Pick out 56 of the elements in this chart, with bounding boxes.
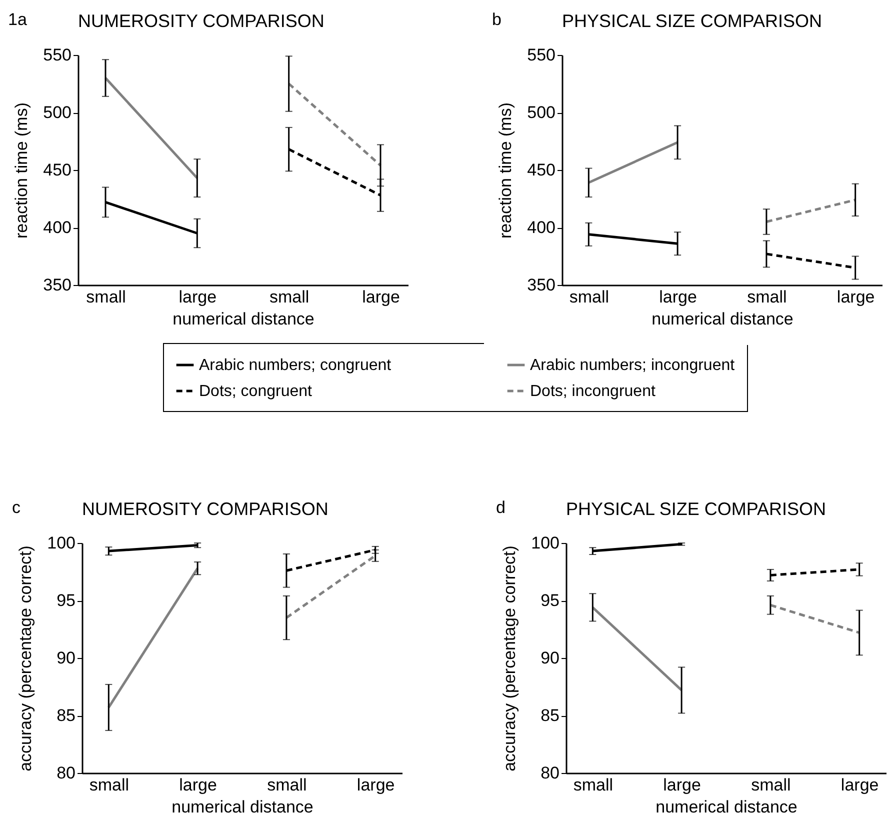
y-tick-label: 90 — [540, 648, 560, 668]
text: b — [492, 10, 502, 29]
x-tick-label: small — [573, 776, 614, 794]
legend-label: Dots; congruent — [199, 383, 313, 400]
y-tick-label: 550 — [527, 46, 556, 64]
x-tick-label: small — [569, 288, 610, 306]
y-tick-label: 95 — [540, 591, 560, 610]
y-tick-label: 500 — [527, 103, 556, 122]
y-tick-label: 400 — [43, 218, 72, 237]
text: 1a — [8, 10, 28, 29]
x-tick-label: large — [356, 776, 395, 794]
x-tick-label: large — [178, 288, 217, 306]
y-tick-label: 80 — [56, 764, 76, 782]
y-tick-label: 85 — [56, 706, 76, 725]
x-tick-label: small — [269, 288, 310, 306]
y-tick-label: 400 — [527, 218, 556, 237]
y-axis-title: accuracy (percentage correct) — [500, 546, 520, 772]
y-tick-label: 450 — [527, 160, 556, 180]
x-axis-title: numerical distance — [656, 798, 798, 816]
y-tick-label: 550 — [43, 46, 72, 64]
chart-title: PHYSICAL SIZE COMPARISON — [562, 11, 822, 31]
y-axis-title: accuracy (percentage correct) — [16, 546, 36, 772]
y-tick-label: 100 — [531, 534, 560, 552]
x-axis-title: numerical distance — [172, 798, 314, 816]
text: d — [496, 498, 506, 517]
chart-title: NUMEROSITY COMPARISON — [82, 499, 328, 519]
legend-label: Arabic numbers; congruent — [199, 357, 392, 374]
legend-label: Dots; incongruent — [530, 383, 656, 400]
y-tick-label: 90 — [56, 648, 76, 668]
x-tick-label: small — [89, 776, 130, 794]
x-tick-label: large — [179, 776, 217, 794]
legend-label: Arabic numbers; incongruent — [530, 357, 736, 374]
x-tick-label: small — [751, 776, 791, 794]
chart-title: PHYSICAL SIZE COMPARISON — [566, 499, 826, 519]
y-tick-label: 350 — [527, 276, 556, 294]
x-tick-label: large — [836, 288, 875, 306]
y-tick-label: 350 — [43, 276, 72, 294]
y-tick-label: 500 — [43, 103, 72, 122]
x-tick-label: small — [267, 776, 307, 794]
text: c — [12, 498, 21, 517]
x-axis-title: numerical distance — [652, 310, 794, 328]
y-tick-label: 450 — [43, 160, 72, 180]
x-tick-label: large — [840, 776, 879, 794]
x-axis-title: numerical distance — [172, 310, 314, 328]
x-tick-label: small — [86, 288, 126, 306]
y-axis-title: reaction time (ms) — [12, 102, 32, 239]
y-tick-label: 95 — [56, 591, 76, 610]
y-tick-label: 85 — [540, 706, 560, 725]
x-tick-label: small — [747, 288, 787, 306]
y-tick-label: 100 — [47, 534, 76, 552]
y-axis-title: reaction time (ms) — [496, 102, 516, 239]
x-tick-label: large — [362, 288, 400, 306]
x-tick-label: large — [659, 288, 697, 306]
y-tick-label: 80 — [540, 764, 560, 782]
chart-title: NUMEROSITY COMPARISON — [78, 11, 324, 31]
x-tick-label: large — [663, 776, 701, 794]
